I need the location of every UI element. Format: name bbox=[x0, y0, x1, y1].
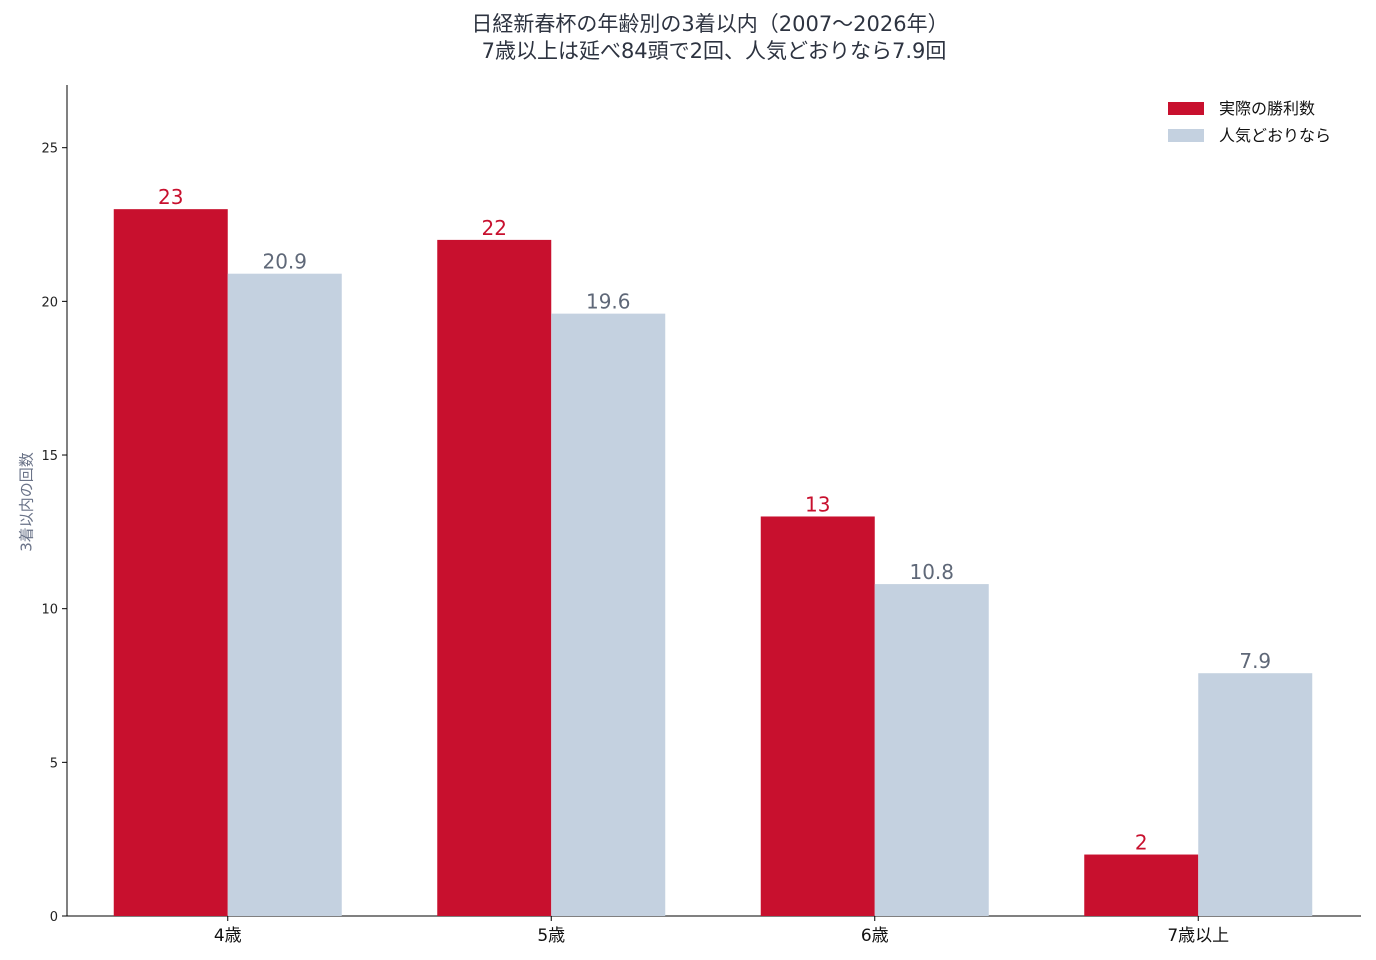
legend-label: 実際の勝利数 bbox=[1219, 99, 1315, 118]
plot-area: 0 5 10 15 20 25 4歳 23 20.9 5歳 22 19.6 6歳 13 10.8 7歳以上 2 7… bbox=[41, 85, 1361, 946]
bar bbox=[874, 584, 989, 916]
y-tick-label: 5 bbox=[50, 756, 58, 771]
data-label: 13 bbox=[805, 492, 830, 516]
y-tick-label: 25 bbox=[41, 142, 58, 157]
bar bbox=[1198, 673, 1313, 916]
y-axis-label: 3着以内の回数 bbox=[18, 452, 36, 552]
x-tick-label: 6歳 bbox=[861, 926, 889, 946]
data-label: 2 bbox=[1135, 831, 1148, 855]
bar bbox=[551, 313, 666, 916]
bar bbox=[760, 516, 875, 916]
data-label: 7.9 bbox=[1239, 649, 1271, 673]
data-label: 10.8 bbox=[909, 560, 954, 584]
bar bbox=[1084, 854, 1199, 916]
y-tick-label: 15 bbox=[41, 449, 58, 464]
y-tick-label: 10 bbox=[41, 603, 58, 618]
x-tick-label: 7歳以上 bbox=[1167, 926, 1229, 946]
y-tick-label: 20 bbox=[41, 295, 58, 310]
data-label: 22 bbox=[482, 216, 507, 240]
y-tick-label: 0 bbox=[50, 910, 58, 925]
x-tick-label: 4歳 bbox=[214, 926, 242, 946]
chart-title-line-1: 日経新春杯の年齢別の3着以内（2007〜2026年） bbox=[471, 12, 948, 36]
bar bbox=[437, 239, 552, 917]
data-label: 20.9 bbox=[262, 250, 307, 274]
data-label: 23 bbox=[158, 185, 183, 209]
bar bbox=[227, 273, 342, 916]
legend-label: 人気どおりなら bbox=[1219, 126, 1331, 145]
x-tick-label: 5歳 bbox=[537, 926, 565, 946]
bar bbox=[113, 209, 228, 917]
chart-title-line-2: 7歳以上は延べ84頭で2回、人気どおりなら7.9回 bbox=[482, 39, 947, 63]
legend-swatch bbox=[1168, 102, 1204, 115]
data-label: 19.6 bbox=[586, 290, 631, 314]
legend-swatch bbox=[1168, 129, 1204, 142]
